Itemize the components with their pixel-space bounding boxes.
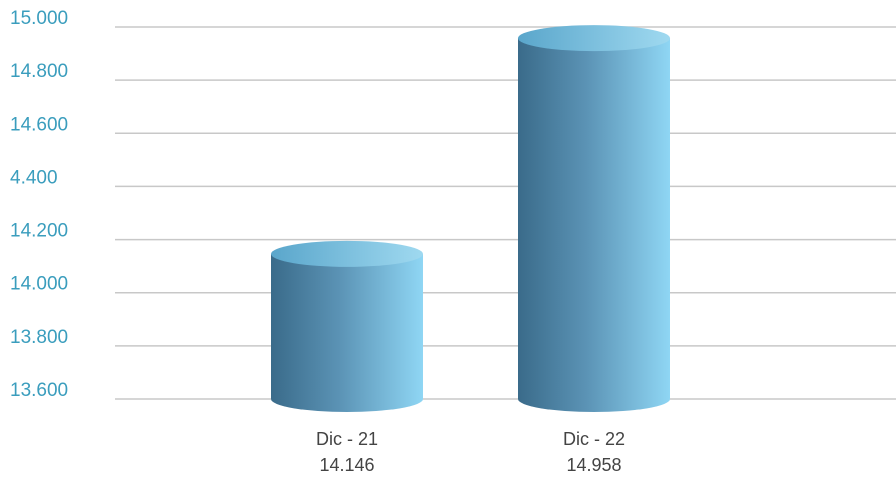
value-label: 14.146: [319, 455, 374, 475]
bar: [518, 38, 670, 399]
x-tick-label: Dic - 22: [563, 429, 625, 449]
value-label: 14.958: [566, 455, 621, 475]
y-tick-label: 14.200: [10, 221, 68, 242]
bar-top: [518, 25, 670, 52]
y-tick-label: 14.600: [10, 114, 68, 135]
bar-top: [271, 240, 423, 267]
x-tick-label: Dic - 21: [316, 429, 378, 449]
y-tick-label: 13.600: [10, 380, 68, 401]
y-tick-label: 4.400: [10, 167, 58, 188]
bar: [271, 253, 423, 399]
y-tick-label: 14.800: [10, 61, 68, 82]
y-tick-label: 15.000: [10, 8, 68, 29]
y-tick-label: 13.800: [10, 327, 68, 348]
y-tick-label: 14.000: [10, 274, 68, 295]
